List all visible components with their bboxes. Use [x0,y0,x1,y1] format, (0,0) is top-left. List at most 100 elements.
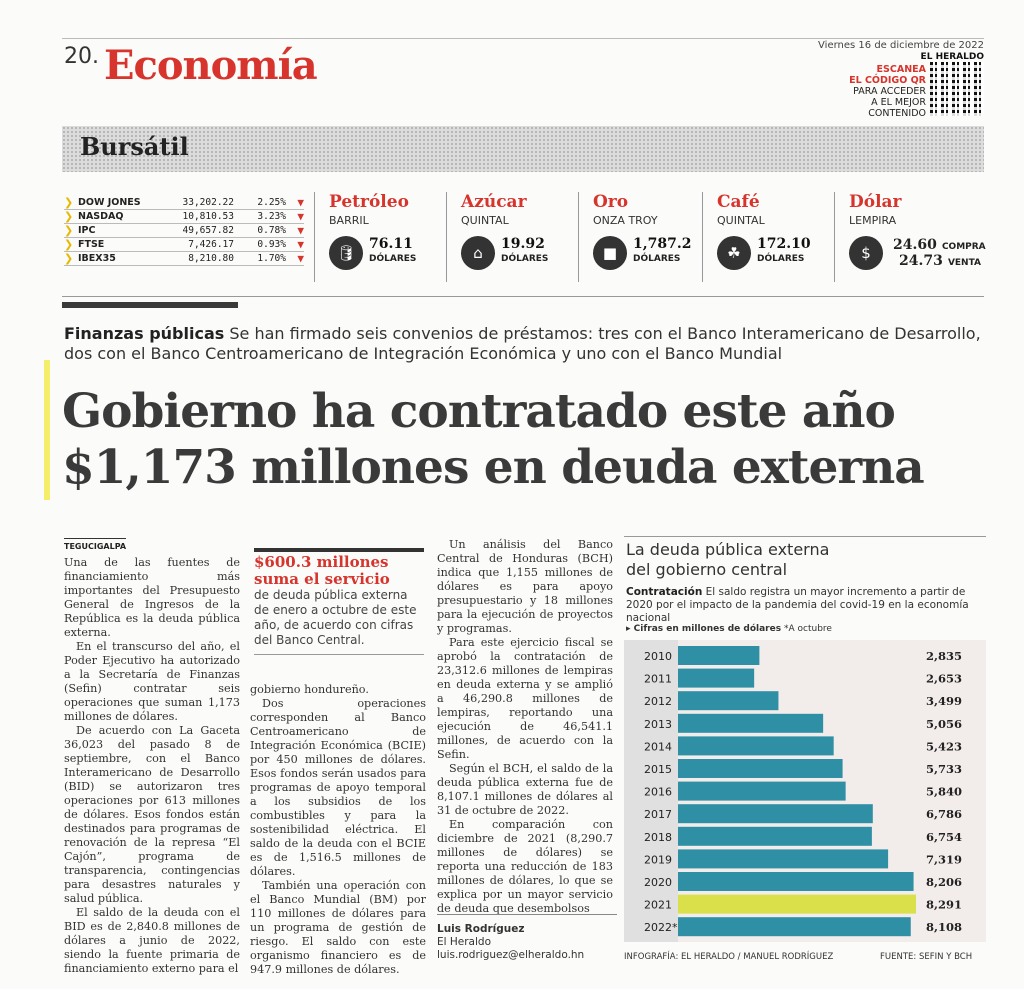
stock-value: 8,210.80 [188,253,234,264]
stock-name: IPC [78,225,96,236]
stock-row: ❯ NASDAQ 10,810.53 3.23% ▼ [64,210,304,224]
commodity-price: 76.11 [369,236,413,252]
paragraph: El saldo de la deuda con el BID es de 2,… [64,906,240,975]
headline-line-2: $1,173 millones en deuda externa [62,440,925,495]
value-label: 2,835 [926,649,962,663]
infographic-title-line-2: del gobierno central [626,560,788,579]
debt-bar [678,646,760,665]
stock-name: DOW JONES [78,197,141,208]
qr-line-3: PARA ACCEDER [853,86,926,97]
stock-table: ❯ DOW JONES 33,202.22 2.25% ▼ ❯ NASDAQ 10,810.5… [64,196,304,266]
bursatil-bar: Bursátil [62,126,984,172]
article-column-3: Un análisis del Banco Central de Hondura… [437,538,613,916]
value-label: 8,291 [926,898,962,912]
commodity-price: 172.10 [757,236,811,252]
commodity-currency: DÓLARES [757,254,805,264]
headline-line-1: Gobierno ha contratado este año [62,384,896,439]
stock-row: ❯ IBEX35 8,210.80 1.70% ▼ [64,252,304,266]
paragraph: gobierno hondureño. [250,683,369,696]
sugar-icon: ⌂ [461,236,495,270]
year-label: 2021 [644,899,672,912]
stock-change: 0.78% [257,225,286,236]
qr-line-4: A EL MEJOR [871,97,926,108]
commodity-price: 19.92 [501,236,545,252]
dateline: TEGUCIGALPA [64,538,127,554]
bursatil-title: Bursátil [80,132,189,161]
debt-bar [678,668,755,688]
stock-row: ❯ IPC 49,657.82 0.78% ▼ [64,224,304,238]
debt-bar-chart: 2010 2,835 2011 2,653 2012 3,499 2013 5,056 2014… [644,640,986,942]
dolar-sell-label: VENTA [947,258,981,268]
arrow-down-icon: ▼ [297,224,304,237]
top-rule [62,38,984,39]
debt-bar [678,872,914,891]
page-number: 20. [64,44,99,69]
stock-name: NASDAQ [78,211,124,222]
stock-value: 33,202.22 [182,197,234,208]
commodity-name: Petróleo [329,192,409,212]
stock-row: ❯ FTSE 7,426.17 0.93% ▼ [64,238,304,252]
stock-value: 10,810.53 [182,211,234,222]
stock-value: 49,657.82 [182,225,234,236]
infographic-title: La deuda pública externa del gobierno ce… [626,540,829,580]
pullquote-title: $600.3 millones suma el servicio [254,548,424,588]
commodity-currency: DÓLARES [501,254,549,264]
year-label: 2019 [644,853,672,866]
year-label: 2012 [644,695,672,708]
credit-infographic: INFOGRAFÍA: EL HERALDO / MANUEL RODRÍGUE… [624,952,834,962]
arrow-down-icon: ▼ [297,196,304,209]
chevron-right-icon: ❯ [64,196,74,209]
debt-bar [678,736,834,756]
credit-source: FUENTE: SEFIN Y BCH [880,952,973,962]
commodity-dolar: Dólar LEMPIRA $ 24.60 COMPRA 24.73 VENTA [834,192,986,282]
gold-icon: ■ [593,236,627,270]
commodity-currency: DÓLARES [369,254,417,264]
commodity-name: Azúcar [461,192,527,212]
stock-value: 7,426.17 [188,239,234,250]
byline-email[interactable]: luis.rodriguez@elheraldo.hn [437,949,585,961]
paragraph: Para este ejercicio fiscal se aprobó la … [437,636,613,761]
year-label: 2018 [644,831,672,844]
debt-bar [678,804,873,824]
commodity-currency: DÓLARES [633,254,681,264]
qr-line-2: EL CÓDIGO QR [849,75,926,86]
pullquote-text: de deuda pública externa de enero a octu… [254,588,424,655]
section-rule [62,296,984,297]
commodity-unit: BARRIL [329,214,369,227]
year-label: 2017 [644,808,672,821]
year-label: 2010 [644,650,672,663]
debt-chart: 2010 2,835 2011 2,653 2012 3,499 2013 5,056 2014… [624,640,986,942]
qr-caption: ESCANEA EL CÓDIGO QR PARA ACCEDER A EL M… [840,64,926,119]
stock-name: FTSE [78,239,105,250]
paragraph: Dos operaciones corresponden al Banco Ce… [250,697,426,878]
paragraph: Una de las fuentes de financiamiento más… [64,556,240,639]
debt-bar [678,894,916,914]
debt-bar [678,781,846,801]
debt-bar [678,713,824,733]
value-label: 6,786 [926,807,962,821]
qr-code-icon[interactable] [930,62,984,116]
value-label: 5,423 [926,739,962,753]
highlighter-mark [44,360,50,500]
dolar-buy: 24.60 COMPRA [893,234,986,253]
october-note: *A octubre [784,624,832,634]
chevron-right-icon: ❯ [64,252,74,265]
commodity-unit: QUINTAL [717,214,765,227]
value-label: 8,108 [926,920,962,934]
byline: Luis Rodríguez El Heraldo luis.rodriguez… [437,914,617,962]
commodity-2: Azúcar QUINTAL ⌂ 19.92 DÓLARES [446,192,570,282]
commodity-price: 1,787.2 [633,236,692,252]
chevron-right-icon: ❯ [64,224,74,237]
infographic-title-line-1: La deuda pública externa [626,540,830,559]
debt-bar [678,917,911,937]
section-title: Economía [104,42,318,89]
arrow-down-icon: ▼ [297,210,304,223]
debt-bar [678,759,843,778]
paragraph: Según el BCH, el saldo de la deuda públi… [437,762,613,817]
kicker-text: Se han firmado seis convenios de préstam… [64,324,981,363]
debt-bar [678,691,779,711]
dollar-icon: $ [849,236,883,270]
year-label: 2015 [644,763,672,776]
paragraph: También una operación con el Banco Mundi… [250,879,426,976]
byline-org: El Heraldo [437,936,492,948]
